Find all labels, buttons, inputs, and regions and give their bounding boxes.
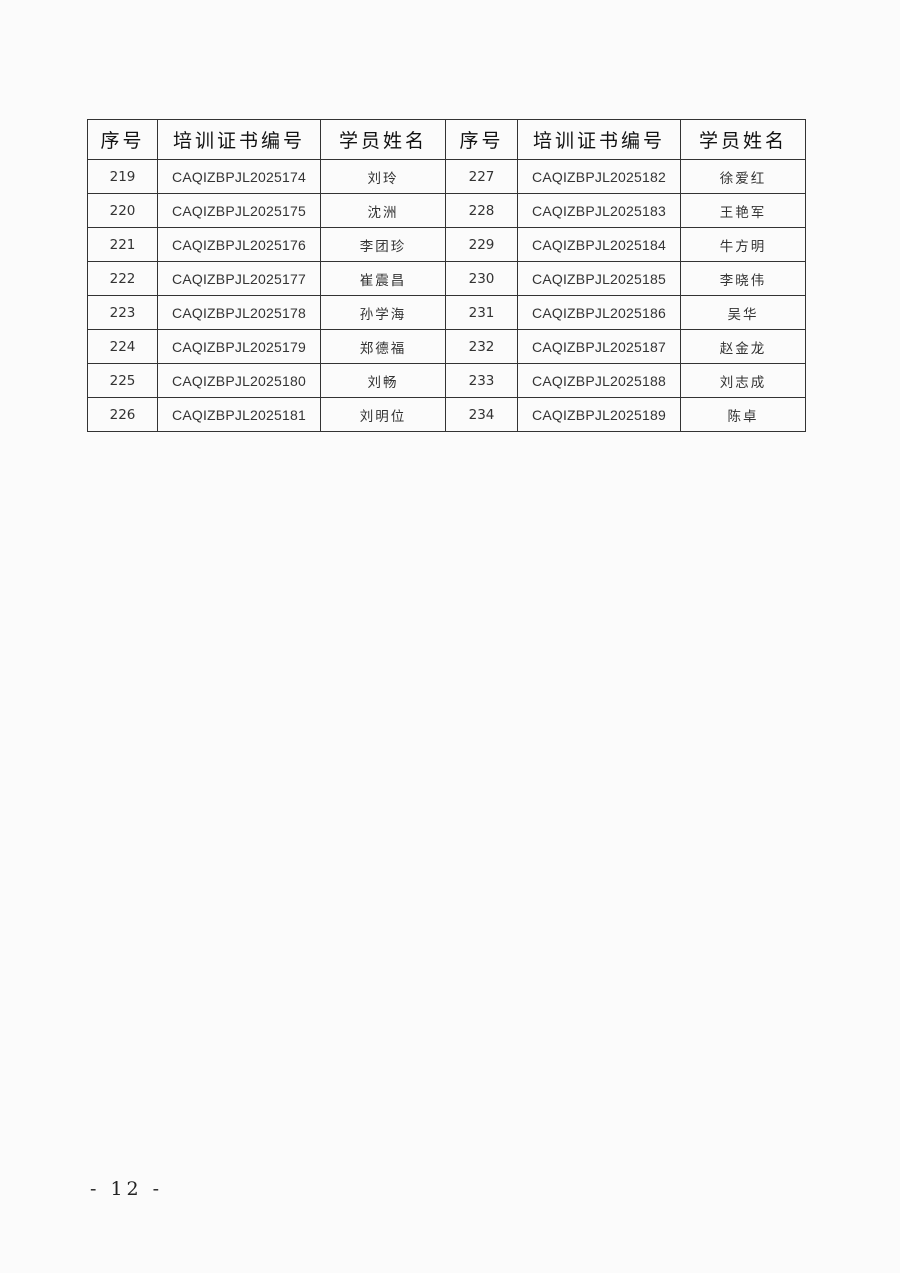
cell-name: 赵金龙 bbox=[680, 329, 806, 364]
cell-cert-no: CAQIZBPJL2025187 bbox=[517, 329, 681, 364]
cell-cert-no: CAQIZBPJL2025175 bbox=[157, 193, 321, 228]
table-row: 221 CAQIZBPJL2025176 李团珍 229 CAQIZBPJL202518… bbox=[87, 227, 806, 262]
cell-cert-no: CAQIZBPJL2025181 bbox=[157, 397, 321, 432]
cell-cert-no: CAQIZBPJL2025174 bbox=[157, 159, 321, 194]
table-row: 219 CAQIZBPJL2025174 刘玲 227 CAQIZBPJL2025182… bbox=[87, 159, 806, 194]
cell-name: 刘明位 bbox=[320, 397, 446, 432]
cell-cert-no: CAQIZBPJL2025183 bbox=[517, 193, 681, 228]
header-name: 学员姓名 bbox=[680, 119, 806, 160]
cell-seq: 230 bbox=[445, 261, 518, 296]
table-row: 226 CAQIZBPJL2025181 刘明位 234 CAQIZBPJL202518… bbox=[87, 397, 806, 432]
cell-seq: 229 bbox=[445, 227, 518, 262]
cell-seq: 232 bbox=[445, 329, 518, 364]
cell-cert-no: CAQIZBPJL2025180 bbox=[157, 363, 321, 398]
cell-cert-no: CAQIZBPJL2025178 bbox=[157, 295, 321, 330]
page-number: - 12 - bbox=[90, 1178, 164, 1200]
cell-name: 李团珍 bbox=[320, 227, 446, 262]
cell-seq: 225 bbox=[87, 363, 158, 398]
table-row: 220 CAQIZBPJL2025175 沈洲 228 CAQIZBPJL2025183… bbox=[87, 193, 806, 228]
cell-cert-no: CAQIZBPJL2025185 bbox=[517, 261, 681, 296]
cell-cert-no: CAQIZBPJL2025177 bbox=[157, 261, 321, 296]
table-row: 224 CAQIZBPJL2025179 郑德福 232 CAQIZBPJL202518… bbox=[87, 329, 806, 364]
cell-cert-no: CAQIZBPJL2025182 bbox=[517, 159, 681, 194]
table-row: 222 CAQIZBPJL2025177 崔震昌 230 CAQIZBPJL202518… bbox=[87, 261, 806, 296]
cell-seq: 231 bbox=[445, 295, 518, 330]
cell-cert-no: CAQIZBPJL2025184 bbox=[517, 227, 681, 262]
cell-name: 陈卓 bbox=[680, 397, 806, 432]
cell-name: 刘玲 bbox=[320, 159, 446, 194]
header-cert-no: 培训证书编号 bbox=[517, 119, 681, 160]
cell-name: 王艳军 bbox=[680, 193, 806, 228]
cell-seq: 222 bbox=[87, 261, 158, 296]
cell-seq: 228 bbox=[445, 193, 518, 228]
cell-cert-no: CAQIZBPJL2025176 bbox=[157, 227, 321, 262]
header-seq: 序号 bbox=[87, 119, 158, 160]
trainee-certificate-table: 序号 培训证书编号 学员姓名 序号 培训证书编号 学员姓名 219 CAQIZBP… bbox=[87, 119, 806, 432]
table-row: 223 CAQIZBPJL2025178 孙学海 231 CAQIZBPJL202518… bbox=[87, 295, 806, 330]
cell-name: 郑德福 bbox=[320, 329, 446, 364]
cell-name: 沈洲 bbox=[320, 193, 446, 228]
cell-seq: 221 bbox=[87, 227, 158, 262]
table-header-row: 序号 培训证书编号 学员姓名 序号 培训证书编号 学员姓名 bbox=[87, 119, 806, 160]
cell-seq: 219 bbox=[87, 159, 158, 194]
cell-seq: 233 bbox=[445, 363, 518, 398]
cell-name: 牛方明 bbox=[680, 227, 806, 262]
cell-cert-no: CAQIZBPJL2025186 bbox=[517, 295, 681, 330]
cell-name: 刘志成 bbox=[680, 363, 806, 398]
header-name: 学员姓名 bbox=[320, 119, 446, 160]
cell-name: 吴华 bbox=[680, 295, 806, 330]
cell-seq: 220 bbox=[87, 193, 158, 228]
cell-name: 李晓伟 bbox=[680, 261, 806, 296]
table-row: 225 CAQIZBPJL2025180 刘畅 233 CAQIZBPJL2025188… bbox=[87, 363, 806, 398]
cell-cert-no: CAQIZBPJL2025188 bbox=[517, 363, 681, 398]
cell-name: 崔震昌 bbox=[320, 261, 446, 296]
cell-seq: 223 bbox=[87, 295, 158, 330]
cell-seq: 227 bbox=[445, 159, 518, 194]
header-cert-no: 培训证书编号 bbox=[157, 119, 321, 160]
cell-name: 徐爱红 bbox=[680, 159, 806, 194]
header-seq: 序号 bbox=[445, 119, 518, 160]
cell-seq: 226 bbox=[87, 397, 158, 432]
cell-seq: 234 bbox=[445, 397, 518, 432]
cell-cert-no: CAQIZBPJL2025179 bbox=[157, 329, 321, 364]
cell-name: 刘畅 bbox=[320, 363, 446, 398]
cell-seq: 224 bbox=[87, 329, 158, 364]
cell-cert-no: CAQIZBPJL2025189 bbox=[517, 397, 681, 432]
cell-name: 孙学海 bbox=[320, 295, 446, 330]
